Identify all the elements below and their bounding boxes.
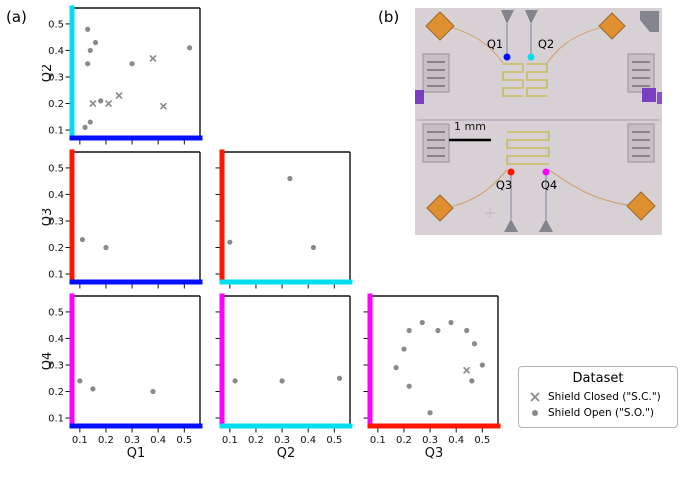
legend: Dataset Shield Closed ("S.C.") Shield Op… (518, 366, 678, 428)
launcher-flag (504, 219, 518, 232)
scatter-q4-vs-q3: 0.1 0.2 0.3 0.4 0.5 Q3 (340, 292, 504, 461)
legend-item-shield-closed: Shield Closed ("S.C.") (527, 389, 669, 405)
bond-pad-bottom-left (426, 194, 454, 222)
qubit-dot-q4 (542, 168, 550, 176)
bond-pad-bottom-right (626, 191, 656, 221)
qubit-label-q4: Q4 (541, 178, 557, 192)
chip-trace (548, 169, 628, 206)
svg-text:0.5: 0.5 (326, 435, 342, 446)
qubit-dot-q3 (507, 168, 515, 176)
legend-item-label: Shield Open ("S.O.") (548, 407, 655, 419)
qubit-label-q2: Q2 (538, 37, 554, 51)
svg-text:0.3: 0.3 (48, 216, 64, 227)
qubit-label-q1: Q1 (487, 37, 503, 51)
svg-text:0.2: 0.2 (396, 435, 412, 446)
svg-text:0.2: 0.2 (48, 99, 64, 110)
svg-text:Q4: Q4 (42, 352, 55, 371)
svg-text:0.1: 0.1 (370, 435, 386, 446)
chip-trace (452, 169, 508, 207)
svg-text:0.5: 0.5 (474, 435, 490, 446)
svg-text:0.1: 0.1 (48, 414, 64, 425)
svg-text:0.2: 0.2 (48, 387, 64, 398)
bond-pad-top-right (598, 12, 626, 40)
bond-pad-top-left (425, 11, 455, 41)
resonator-meander (502, 63, 524, 97)
svg-text:0.1: 0.1 (222, 435, 238, 446)
resonator-meander (506, 131, 550, 165)
svg-text:0.3: 0.3 (48, 72, 64, 83)
svg-text:0.2: 0.2 (98, 435, 114, 446)
purple-pad-right (642, 88, 656, 102)
svg-text:Q2: Q2 (277, 446, 296, 460)
svg-text:0.3: 0.3 (274, 435, 290, 446)
panel-a-label: (a) (6, 8, 27, 26)
legend-item-shield-open: Shield Open ("S.O.") (527, 405, 669, 421)
svg-text:0.4: 0.4 (448, 435, 464, 446)
qubit-dot-q2 (527, 53, 535, 61)
scatter-q4-vs-q2: 0.1 0.2 0.3 0.4 0.5 Q2 (192, 292, 356, 461)
scatter-q3-vs-q2 (192, 148, 356, 316)
svg-text:0.4: 0.4 (48, 334, 64, 345)
resonator-meander (526, 63, 548, 97)
launcher-flag (525, 10, 538, 24)
scatter-q4-vs-q1: 0.1 0.2 0.3 0.4 0.5 0.1 0.2 0.3 0.4 0.5 Q1 Q4 (40, 292, 206, 461)
svg-text:0.4: 0.4 (48, 46, 64, 57)
svg-text:0.4: 0.4 (48, 190, 64, 201)
qubit-dot-q1 (503, 53, 511, 61)
svg-text:0.2: 0.2 (248, 435, 264, 446)
scatter-q2-vs-q1: 0.1 0.2 0.3 0.4 0.5 Q2 (40, 4, 206, 172)
svg-text:0.5: 0.5 (48, 19, 64, 30)
svg-text:0.4: 0.4 (150, 435, 166, 446)
legend-title: Dataset (572, 371, 624, 386)
qubit-label-q3: Q3 (496, 178, 512, 192)
svg-text:0.5: 0.5 (176, 435, 192, 446)
svg-text:0.3: 0.3 (422, 435, 438, 446)
alignment-cross (485, 208, 495, 218)
svg-text:0.4: 0.4 (300, 435, 316, 446)
scatter-q3-vs-q1: 0.1 0.2 0.3 0.4 0.5 Q3 (40, 148, 206, 316)
svg-text:0.1: 0.1 (72, 435, 88, 446)
x-marker-icon (530, 392, 540, 402)
test-pad-array (422, 53, 655, 163)
purple-pad-right-edge (657, 92, 662, 104)
chip-trace (452, 27, 504, 64)
chip-photo-graphic: 1 mm Q1 Q2 Q3 Q4 (415, 8, 662, 235)
panel-b-label: (b) (378, 8, 400, 26)
svg-text:0.3: 0.3 (124, 435, 140, 446)
svg-text:0.1: 0.1 (48, 270, 64, 281)
purple-pad-left (415, 90, 424, 104)
chip-trace (546, 27, 600, 64)
corner-marker (640, 11, 659, 32)
svg-text:Q3: Q3 (425, 446, 444, 460)
svg-text:Q3: Q3 (42, 208, 55, 227)
legend-item-label: Shield Closed ("S.C.") (548, 391, 661, 403)
chip-photo: 1 mm Q1 Q2 Q3 Q4 (415, 8, 662, 235)
svg-text:0.3: 0.3 (48, 360, 64, 371)
svg-text:Q1: Q1 (127, 446, 146, 460)
svg-text:0.5: 0.5 (48, 163, 64, 174)
launcher-flag (501, 10, 514, 24)
svg-text:0.2: 0.2 (48, 243, 64, 254)
launcher-flag (539, 219, 553, 232)
svg-text:0.1: 0.1 (48, 126, 64, 137)
svg-text:Q2: Q2 (42, 64, 55, 83)
dot-marker-icon (532, 410, 538, 416)
svg-text:0.5: 0.5 (48, 307, 64, 318)
scale-bar-label: 1 mm (454, 120, 486, 133)
chip-substrate (415, 8, 662, 235)
